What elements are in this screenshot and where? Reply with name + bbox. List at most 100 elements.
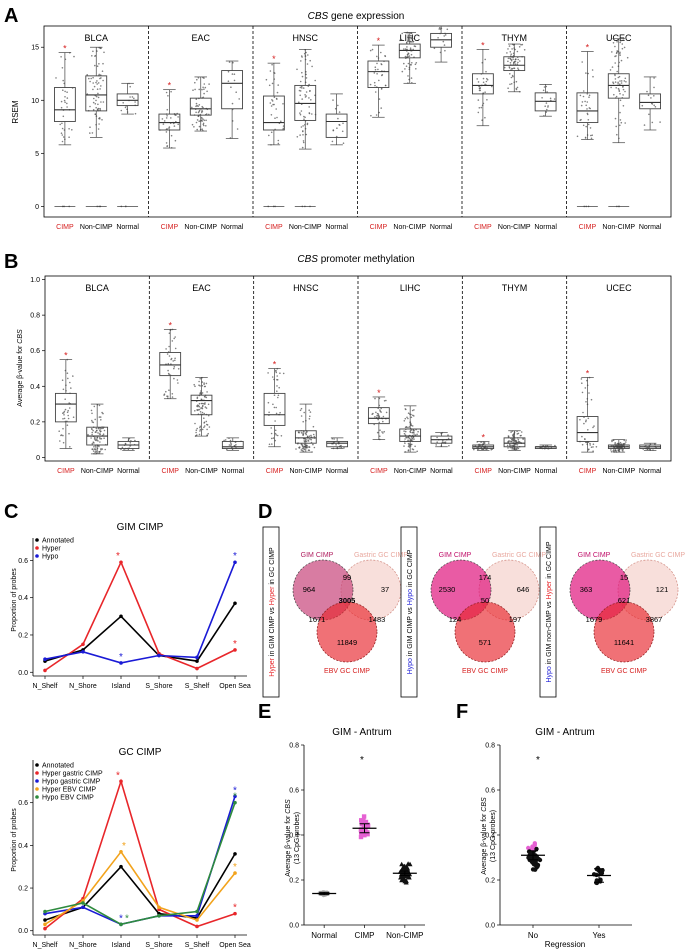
data-point [307, 439, 309, 441]
group-label: Normal [639, 468, 662, 475]
data-point [515, 58, 517, 61]
data-point [410, 416, 413, 419]
data-point [407, 417, 409, 420]
data-point [93, 446, 95, 448]
data-point [523, 49, 526, 51]
data-point [358, 827, 364, 833]
data-point [103, 429, 106, 432]
data-point [68, 407, 71, 409]
venn-count: 571 [479, 638, 492, 647]
data-point [614, 442, 616, 444]
data-point [95, 106, 97, 109]
series-point [157, 653, 161, 658]
data-point [204, 86, 207, 89]
data-point [273, 96, 276, 98]
box-hnsc-cimp [263, 392, 286, 426]
data-point [616, 70, 618, 73]
data-point [170, 134, 173, 137]
venn-side-label-part: Hypo [407, 658, 414, 674]
panel-d-label: D [258, 501, 272, 523]
data-point [277, 142, 280, 145]
venn-count: 197 [509, 615, 522, 624]
legend-label: Hyper gastric CIMP [42, 771, 103, 778]
data-point [272, 403, 274, 406]
box-lihc-non-cimp [399, 428, 422, 442]
data-point [509, 62, 512, 64]
data-point [517, 58, 519, 61]
data-point [594, 878, 599, 883]
data-point [100, 47, 102, 50]
data-point [270, 437, 273, 440]
data-point [64, 96, 66, 98]
data-point [485, 70, 487, 73]
data-point [300, 60, 302, 62]
data-point [592, 450, 594, 453]
data-point [401, 70, 404, 73]
data-point [588, 94, 591, 97]
data-point [96, 83, 98, 85]
data-point [611, 440, 613, 443]
data-point [379, 429, 381, 432]
data-point [360, 832, 365, 837]
data-point [133, 97, 135, 100]
data-point [373, 72, 376, 74]
data-point [167, 369, 169, 372]
data-point [206, 391, 208, 393]
cancer-label: UCEC [606, 33, 632, 43]
venn-count: 11641 [614, 638, 634, 647]
data-point [89, 132, 91, 134]
data-point [198, 433, 201, 436]
data-point [299, 134, 301, 136]
data-point [407, 449, 410, 452]
data-point [400, 38, 403, 41]
data-point [404, 426, 407, 429]
data-point [95, 99, 97, 102]
data-point [619, 92, 621, 95]
data-point [308, 112, 311, 114]
data-point [199, 411, 202, 413]
data-point [61, 122, 63, 125]
data-point [506, 444, 509, 447]
x-tick-label: S_Shore [145, 683, 172, 690]
data-point [585, 419, 587, 422]
data-point [202, 404, 204, 407]
data-point [619, 41, 621, 44]
panel-a-yticks: 0 5 10 15 [31, 45, 44, 211]
data-point [522, 438, 524, 440]
data-point [193, 383, 195, 386]
data-point [415, 68, 417, 70]
data-point [579, 418, 581, 421]
data-point [202, 118, 204, 120]
group-label: Normal [326, 468, 349, 475]
data-point [517, 432, 520, 435]
data-point [101, 70, 104, 72]
data-point [625, 441, 627, 443]
data-point [615, 125, 617, 128]
data-point [201, 117, 203, 119]
data-point [268, 443, 271, 446]
data-point [91, 433, 93, 436]
data-point [100, 448, 102, 450]
box-eac-non-cimp [190, 394, 213, 416]
data-point [94, 439, 97, 442]
data-point [646, 90, 648, 93]
series-point [233, 852, 237, 856]
data-point [99, 429, 101, 432]
series-point [233, 794, 237, 799]
data-point [201, 398, 203, 401]
data-point [174, 336, 176, 338]
data-point [587, 123, 590, 126]
data-point [99, 118, 101, 120]
data-point [271, 99, 273, 101]
data-point [509, 73, 511, 75]
data-point [617, 76, 620, 79]
data-point [512, 58, 514, 60]
x-tick-label: Open Sea [219, 942, 251, 949]
data-point [304, 432, 307, 435]
data-point [516, 86, 519, 89]
venn-count: 964 [303, 585, 316, 594]
data-point [191, 106, 193, 109]
significance-star: * [125, 913, 129, 924]
data-point [298, 101, 300, 104]
data-point [276, 91, 279, 94]
